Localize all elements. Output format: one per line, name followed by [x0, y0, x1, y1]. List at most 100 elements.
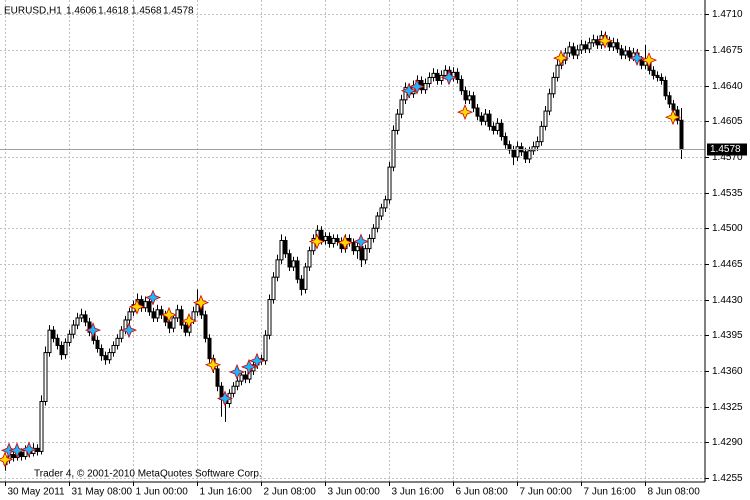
signal-marker	[180, 312, 198, 330]
candle-body	[191, 311, 196, 321]
y-tick-label: 1.4290	[712, 437, 743, 448]
x-tick-label: 7 Jun 00:00	[520, 487, 573, 498]
signal-marker	[628, 50, 646, 67]
candle-body	[567, 46, 572, 54]
signal-marker	[336, 234, 354, 251]
y-tick-label: 1.4570	[712, 152, 743, 163]
candle-body	[555, 64, 560, 78]
y-tick-label: 1.4500	[712, 223, 743, 234]
signal-marker	[596, 32, 614, 49]
candle-body	[575, 49, 580, 56]
y-tick-label: 1.4360	[712, 366, 743, 377]
candle-body	[35, 447, 40, 452]
candle-body	[183, 324, 188, 333]
candle-body	[67, 333, 72, 343]
signal-marker	[352, 233, 370, 250]
candle-body	[359, 246, 364, 261]
candle-body	[171, 317, 176, 329]
candle-body	[667, 95, 672, 105]
candle-body	[399, 99, 404, 115]
candle-body	[459, 78, 464, 92]
y-tick-label: 1.4535	[712, 188, 743, 199]
x-tick-label: 31 May 08:00	[72, 487, 133, 498]
candle-body	[671, 103, 676, 111]
candle-body	[239, 374, 244, 382]
candle-body	[627, 50, 632, 58]
candle-body	[495, 122, 500, 131]
header-open: 1.4606	[66, 6, 97, 17]
signal-marker	[192, 294, 210, 311]
candle-body	[207, 337, 212, 360]
x-tick-label: 30 May 2011	[8, 487, 66, 498]
candle-body	[111, 344, 116, 354]
candle-body	[71, 324, 76, 335]
candle-body	[591, 39, 596, 44]
candle-body	[19, 451, 24, 458]
candle-body	[307, 250, 312, 268]
candle-body	[595, 39, 600, 46]
candle-body	[655, 74, 660, 78]
candle-body	[295, 260, 300, 280]
y-tick-label: 1.4465	[712, 259, 743, 270]
signal-marker	[144, 289, 162, 306]
candle-body	[99, 348, 104, 357]
y-tick-label: 1.4395	[712, 330, 743, 341]
signal-marker	[248, 352, 266, 369]
candle-body	[623, 50, 628, 56]
candle-body	[651, 69, 656, 76]
x-tick-label: 3 Jun 16:00	[392, 487, 445, 498]
last-price-box	[707, 143, 747, 156]
signal-marker	[228, 363, 246, 381]
candle-body	[143, 301, 148, 309]
candle-body	[427, 76, 432, 85]
candle-body	[283, 239, 288, 255]
signal-marker	[308, 233, 326, 250]
candle-body	[463, 90, 468, 101]
candle-body	[175, 309, 180, 319]
y-tick-label: 1.4255	[712, 473, 743, 484]
candle-body	[323, 235, 328, 241]
signal-marker	[20, 441, 38, 458]
candle-body	[483, 113, 488, 122]
candle-body	[619, 48, 624, 56]
candle-body	[291, 260, 296, 268]
candle-body	[43, 352, 48, 402]
candle-body	[371, 227, 376, 239]
candle-body	[491, 125, 496, 131]
candle-body	[523, 151, 528, 160]
watermark: Trader 4, © 2001-2010 MetaQuotes Softwar…	[34, 469, 262, 480]
y-tick-label: 1.4430	[712, 295, 743, 306]
x-tick-label: 1 Jun 16:00	[200, 487, 253, 498]
candle-body	[547, 93, 552, 112]
candle-body	[351, 242, 356, 252]
candle-body	[11, 453, 16, 459]
candle-body	[511, 149, 516, 158]
y-tick-label: 1.4640	[712, 81, 743, 92]
signal-marker	[408, 78, 426, 95]
candle-body	[263, 334, 268, 362]
signal-marker	[400, 82, 418, 99]
candle-body	[487, 113, 492, 127]
candle-body	[391, 129, 396, 168]
signal-marker	[216, 390, 234, 407]
candle-body	[531, 146, 536, 152]
candle-body	[435, 72, 440, 82]
candle-body	[195, 304, 200, 313]
candle-body	[375, 215, 380, 229]
candle-body	[679, 119, 684, 150]
last-price-label: 1.4578	[710, 144, 741, 155]
signal-marker	[120, 322, 138, 339]
symbol: EURUSD,H1	[4, 6, 62, 17]
candle-body	[571, 46, 576, 56]
candle-body	[95, 339, 100, 350]
candle-body	[395, 113, 400, 131]
candle-body	[319, 229, 324, 241]
candle-body	[267, 299, 272, 336]
candle-body	[579, 44, 584, 51]
candle-body	[387, 166, 392, 201]
candle-body	[47, 329, 52, 354]
x-tick-label: 1 Jun 00:00	[136, 487, 189, 498]
candle-body	[443, 69, 448, 76]
candle-body	[215, 368, 220, 387]
